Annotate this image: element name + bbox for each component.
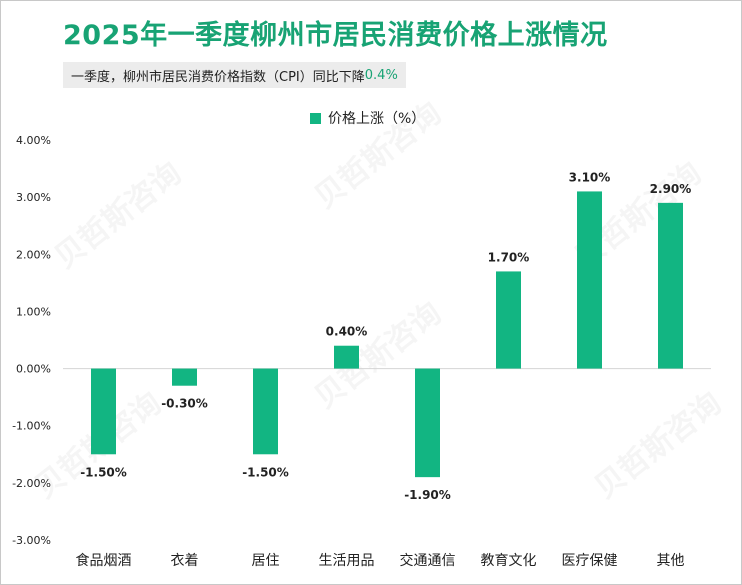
x-category-label: 衣着 bbox=[171, 553, 199, 569]
x-category-label: 医疗保健 bbox=[562, 553, 618, 569]
subtitle-box: 一季度，柳州市居民消费价格指数（CPI）同比下降 0.4% bbox=[63, 62, 406, 88]
y-tick-label: 0.00% bbox=[16, 363, 51, 376]
y-tick-label: -3.00% bbox=[12, 534, 51, 547]
x-category-label: 其他 bbox=[657, 553, 685, 569]
bar bbox=[577, 191, 602, 369]
data-label: 3.10% bbox=[569, 170, 611, 184]
data-label: -1.90% bbox=[404, 488, 451, 502]
x-category-label: 交通通信 bbox=[400, 552, 456, 569]
bar bbox=[334, 345, 359, 369]
bar bbox=[91, 368, 116, 455]
data-label: -0.30% bbox=[161, 397, 208, 411]
subtitle-text: 一季度，柳州市居民消费价格指数（CPI）同比下降 bbox=[71, 69, 365, 85]
legend-swatch bbox=[310, 112, 321, 124]
data-label: -1.50% bbox=[242, 465, 289, 479]
data-label: 1.70% bbox=[488, 250, 530, 264]
bar bbox=[415, 368, 440, 478]
bar bbox=[172, 368, 197, 386]
legend-label: 价格上涨（%） bbox=[328, 111, 426, 127]
data-label: 2.90% bbox=[650, 182, 692, 196]
subtitle-value: 0.4% bbox=[364, 67, 398, 83]
x-category-label: 教育文化 bbox=[481, 553, 537, 569]
data-label: 0.40% bbox=[326, 325, 368, 339]
bar bbox=[658, 202, 683, 369]
bar bbox=[253, 368, 278, 455]
chart-title: 2025年一季度柳州市居民消费价格上涨情况 bbox=[63, 20, 608, 51]
legend: 价格上涨（%） bbox=[310, 108, 425, 128]
x-category-label: 食品烟酒 bbox=[76, 552, 132, 569]
bar bbox=[496, 271, 521, 369]
x-category-label: 生活用品 bbox=[319, 553, 375, 569]
y-tick-label: 1.00% bbox=[16, 305, 51, 318]
y-tick-label: -2.00% bbox=[12, 477, 51, 490]
y-tick-label: 2.00% bbox=[16, 248, 51, 261]
x-category-label: 居住 bbox=[252, 553, 280, 569]
y-tick-label: 4.00% bbox=[16, 134, 51, 147]
data-label: -1.50% bbox=[80, 465, 127, 479]
y-tick-label: 3.00% bbox=[16, 191, 51, 204]
y-tick-label: -1.00% bbox=[12, 420, 51, 433]
